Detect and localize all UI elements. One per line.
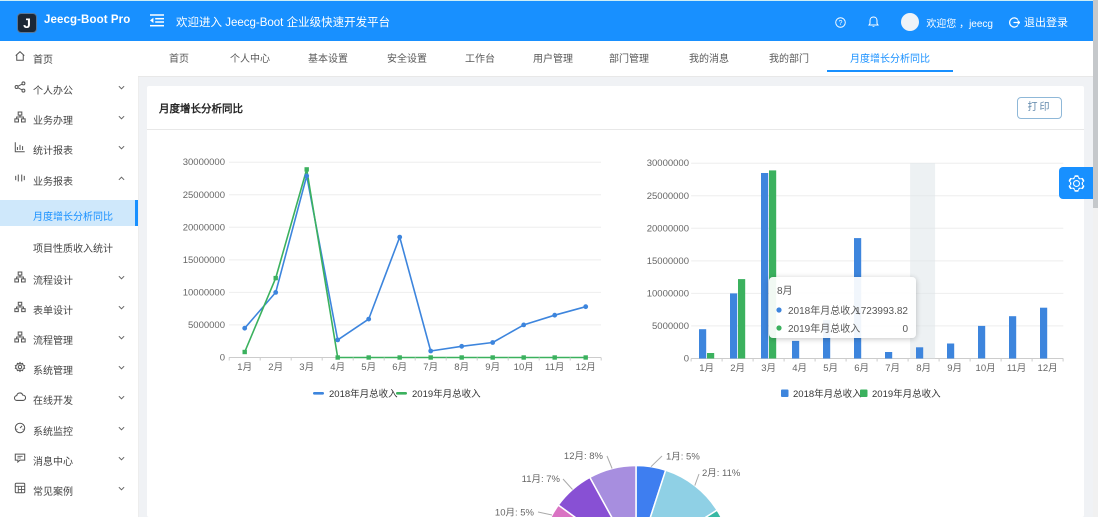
- svg-text:8月: 8月: [916, 363, 931, 374]
- svg-text:4月: 4月: [330, 362, 345, 373]
- svg-text:15000000: 15000000: [183, 255, 225, 266]
- svg-text:10月: 5%: 10月: 5%: [495, 508, 535, 517]
- svg-text:6月: 6月: [392, 362, 407, 373]
- svg-text:5000000: 5000000: [652, 321, 689, 332]
- svg-text:30000000: 30000000: [183, 157, 225, 168]
- svg-text:2月: 11%: 2月: 11%: [702, 468, 741, 479]
- svg-text:0: 0: [684, 354, 689, 365]
- svg-text:20000000: 20000000: [183, 222, 225, 233]
- svg-text:1月: 1月: [699, 363, 714, 374]
- svg-text:8月: 8月: [454, 362, 469, 373]
- svg-text:10月: 10月: [976, 363, 996, 374]
- svg-text:2018年月总收入: 2018年月总收入: [793, 388, 862, 400]
- svg-text:2018年月总收入: 2018年月总收入: [329, 388, 398, 400]
- svg-text:30000000: 30000000: [647, 158, 689, 169]
- svg-text:1月: 5%: 1月: 5%: [666, 452, 700, 463]
- svg-text:?: ?: [839, 19, 843, 26]
- svg-text:2月: 2月: [268, 362, 283, 373]
- svg-text:0: 0: [902, 324, 908, 335]
- svg-text:9月: 9月: [947, 363, 962, 374]
- svg-text:0: 0: [220, 353, 225, 364]
- svg-text:7月: 7月: [423, 362, 438, 373]
- svg-text:10月: 10月: [514, 362, 534, 373]
- svg-text:2018年月总收入: 2018年月总收入: [788, 304, 860, 317]
- svg-text:3月: 3月: [299, 362, 314, 373]
- svg-text:2019年月总收入: 2019年月总收入: [412, 388, 481, 400]
- svg-text:20000000: 20000000: [647, 223, 689, 234]
- svg-text:25000000: 25000000: [183, 190, 225, 201]
- svg-text:4月: 4月: [792, 363, 807, 374]
- svg-text:5月: 5月: [823, 363, 838, 374]
- svg-text:7月: 7月: [885, 363, 900, 374]
- svg-text:25000000: 25000000: [647, 191, 689, 202]
- svg-text:12月: 12月: [1038, 363, 1058, 374]
- svg-text:12月: 8%: 12月: 8%: [564, 451, 604, 462]
- svg-text:8月: 8月: [777, 285, 793, 297]
- svg-text:2月: 2月: [730, 363, 745, 374]
- svg-text:2019年月总收入: 2019年月总收入: [788, 322, 860, 335]
- svg-text:5000000: 5000000: [188, 320, 225, 331]
- svg-text:11月: 7%: 11月: 7%: [522, 474, 561, 485]
- svg-text:5月: 5月: [361, 362, 376, 373]
- svg-text:11月: 11月: [1007, 363, 1026, 374]
- svg-text:1723993.82: 1723993.82: [855, 306, 908, 317]
- svg-text:9月: 9月: [485, 362, 500, 373]
- svg-text:1月: 1月: [237, 362, 252, 373]
- svg-text:15000000: 15000000: [647, 256, 689, 267]
- svg-text:10000000: 10000000: [647, 288, 689, 299]
- svg-text:11月: 11月: [545, 362, 564, 373]
- svg-text:2019年月总收入: 2019年月总收入: [872, 388, 941, 400]
- svg-text:3月: 3月: [761, 363, 776, 374]
- svg-text:12月: 12月: [576, 362, 596, 373]
- svg-text:6月: 6月: [854, 363, 869, 374]
- svg-text:10000000: 10000000: [183, 287, 225, 298]
